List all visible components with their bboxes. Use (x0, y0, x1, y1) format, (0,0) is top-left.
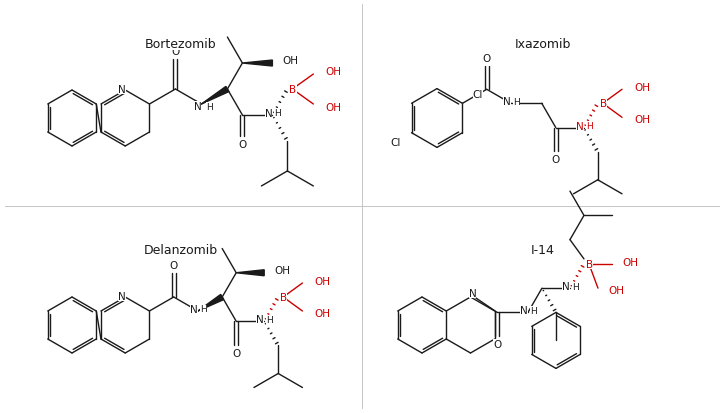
Text: H: H (274, 109, 281, 118)
Text: H: H (572, 282, 578, 291)
Text: Cl: Cl (473, 90, 483, 100)
Text: Ixazomib: Ixazomib (515, 38, 571, 50)
Text: Bortezomib: Bortezomib (146, 38, 216, 50)
Text: H: H (200, 305, 206, 314)
Text: OH: OH (314, 308, 330, 318)
Text: H: H (513, 97, 520, 107)
Text: O: O (238, 140, 246, 150)
Text: OH: OH (622, 257, 638, 267)
Text: N: N (563, 282, 570, 292)
Polygon shape (198, 295, 224, 311)
Text: Delanzomib: Delanzomib (144, 244, 218, 257)
Text: H: H (586, 122, 592, 131)
Text: OH: OH (325, 67, 342, 77)
Text: B: B (586, 259, 593, 269)
Text: OH: OH (282, 56, 298, 66)
Text: N: N (118, 85, 126, 95)
Text: N: N (521, 306, 528, 316)
Text: OH: OH (314, 276, 330, 286)
Text: B: B (280, 292, 287, 302)
Text: O: O (172, 47, 180, 57)
Text: N: N (468, 288, 476, 298)
Text: OH: OH (274, 265, 290, 275)
Text: O: O (552, 155, 560, 165)
Text: H: H (530, 306, 536, 315)
Text: OH: OH (608, 285, 624, 295)
Text: N: N (118, 291, 126, 301)
Text: B: B (599, 99, 607, 109)
Text: N: N (576, 121, 584, 131)
Polygon shape (236, 270, 264, 276)
Text: N: N (265, 109, 272, 119)
Text: N: N (193, 102, 201, 112)
Text: Cl: Cl (391, 138, 401, 147)
Text: OH: OH (325, 103, 342, 113)
Text: O: O (169, 261, 178, 271)
Text: O: O (232, 348, 240, 358)
Text: N: N (190, 304, 198, 314)
Text: OH: OH (634, 115, 650, 125)
Text: H: H (206, 102, 213, 111)
Text: B: B (290, 85, 297, 95)
Polygon shape (243, 61, 272, 67)
Text: N: N (503, 97, 511, 107)
Text: H: H (266, 315, 273, 324)
Text: N: N (256, 314, 264, 325)
Text: O: O (483, 53, 491, 63)
Text: O: O (493, 339, 501, 349)
Text: OH: OH (634, 83, 650, 93)
Polygon shape (201, 87, 229, 105)
Text: I-14: I-14 (531, 244, 555, 257)
